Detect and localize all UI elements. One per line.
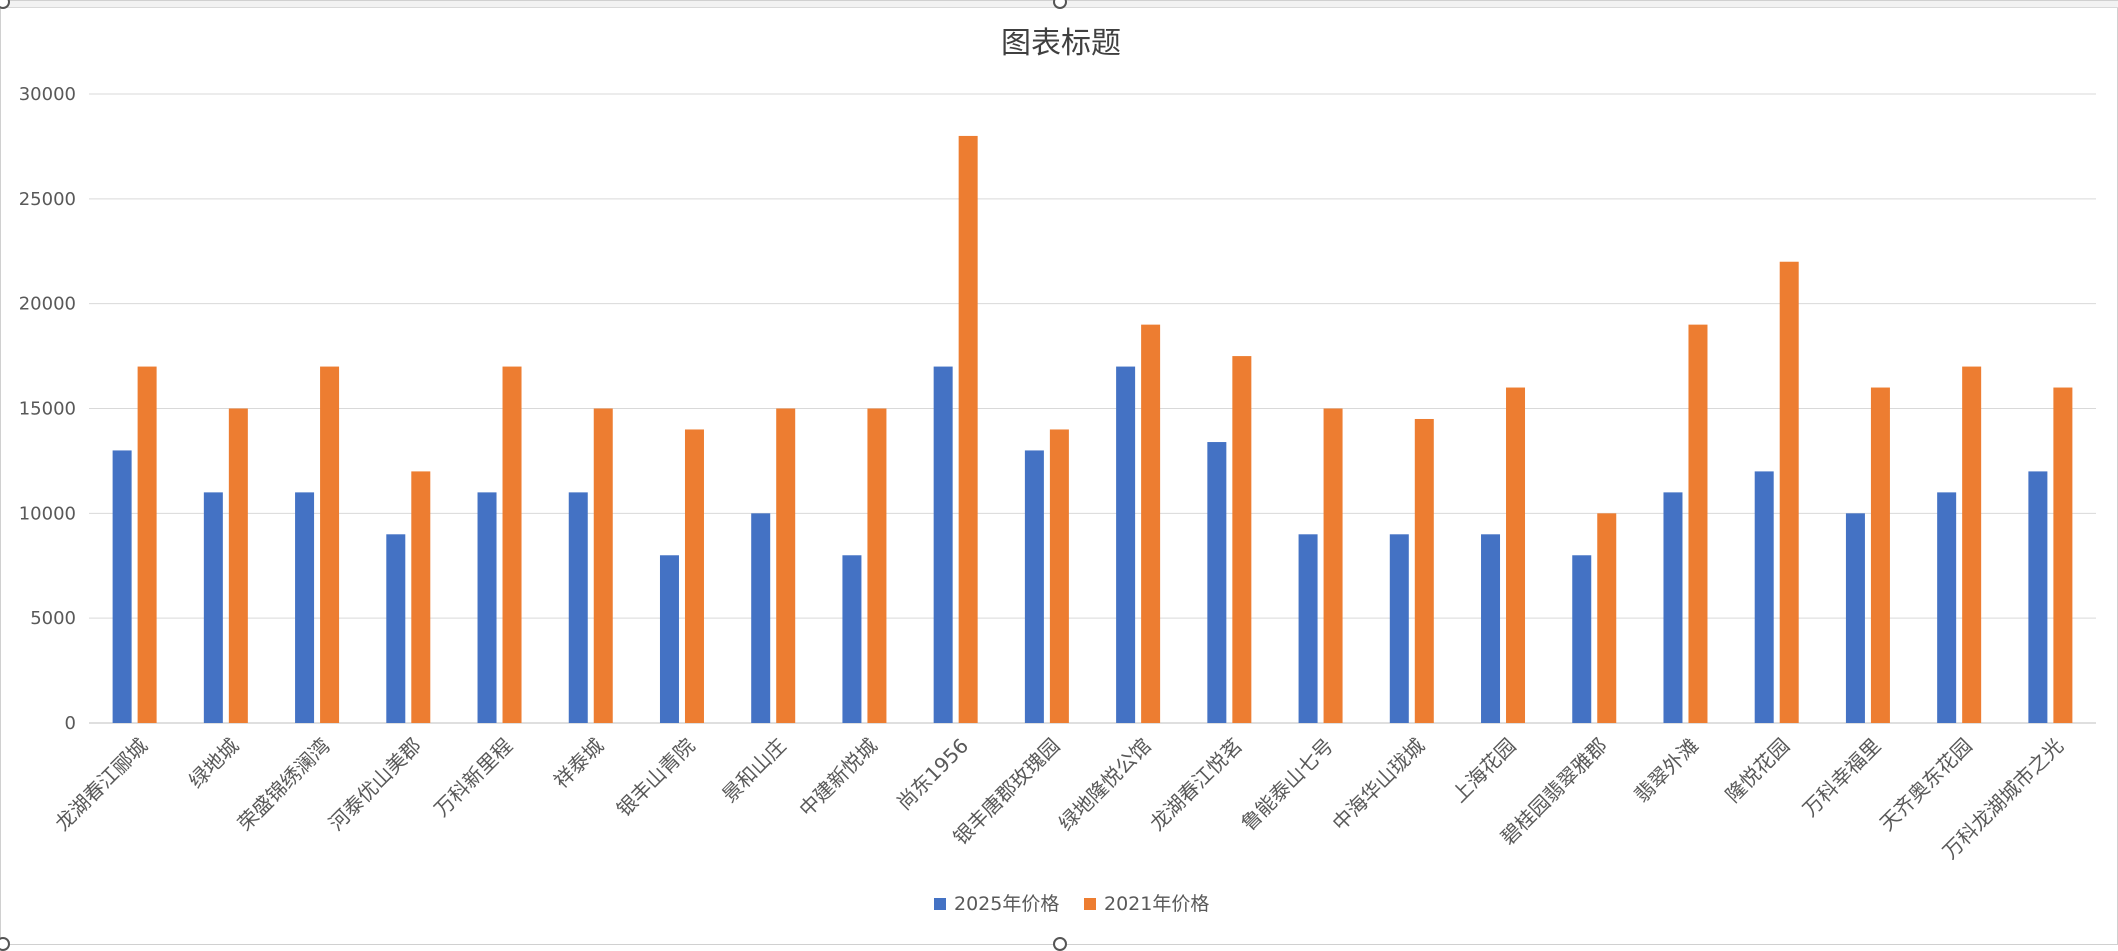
- x-tick-label: 绿地城: [184, 734, 243, 793]
- bar-series-2[interactable]: [320, 366, 340, 723]
- bar-series-2[interactable]: [1688, 324, 1708, 723]
- x-tick-label: 尚东1956: [892, 734, 973, 815]
- x-tick-label: 龙湖春江悦茗: [1145, 734, 1247, 836]
- bar-series-1[interactable]: [842, 555, 862, 723]
- bar-series-1[interactable]: [1572, 555, 1592, 723]
- bar-series-2[interactable]: [684, 429, 704, 723]
- bar-series-1[interactable]: [1663, 492, 1683, 723]
- x-tick-label: 龙湖春江郦城: [50, 734, 152, 836]
- bar-series-1[interactable]: [1389, 534, 1409, 723]
- y-tick-label: 0: [65, 713, 76, 734]
- bar-series-1[interactable]: [112, 450, 132, 723]
- legend-swatch: [934, 898, 946, 910]
- x-tick-label: 天齐奥东花园: [1875, 734, 1977, 836]
- legend-swatch: [1084, 898, 1096, 910]
- bar-series-2[interactable]: [1414, 418, 1434, 723]
- legend[interactable]: 2025年价格 2021年价格: [934, 893, 1209, 915]
- bar-series-1[interactable]: [386, 534, 406, 723]
- bar-series-1[interactable]: [1207, 442, 1227, 723]
- x-tick-label: 荣盛锦绣澜湾: [233, 734, 335, 836]
- bar-series-2[interactable]: [2053, 387, 2073, 723]
- x-tick-label: 隆悦花园: [1721, 734, 1795, 808]
- bar-series-1[interactable]: [1937, 492, 1957, 723]
- bar-series-1[interactable]: [1298, 534, 1318, 723]
- bar-series-2[interactable]: [1232, 356, 1252, 723]
- bar-series-1[interactable]: [1024, 450, 1044, 723]
- y-tick-label: 10000: [19, 503, 76, 524]
- x-tick-label: 上海花园: [1447, 734, 1521, 808]
- bar-series-1[interactable]: [1116, 366, 1136, 723]
- x-tick-label: 万科幸福里: [1798, 734, 1886, 822]
- bar-series-1[interactable]: [477, 492, 497, 723]
- bar-series-1[interactable]: [203, 492, 223, 723]
- y-tick-label: 25000: [19, 189, 76, 210]
- bar-series-2[interactable]: [1049, 429, 1069, 723]
- x-tick-label: 万科新里程: [429, 734, 517, 822]
- resize-handle-top-left[interactable]: [0, 0, 10, 9]
- bar-series-1[interactable]: [933, 366, 953, 723]
- legend-label: 2025年价格: [954, 893, 1059, 915]
- y-tick-label: 5000: [30, 608, 76, 629]
- y-tick-label: 30000: [19, 84, 76, 105]
- bar-series-2[interactable]: [1506, 387, 1526, 723]
- bar-series-2[interactable]: [1323, 408, 1343, 724]
- x-tick-label: 景和山庄: [717, 734, 791, 808]
- bar-series-2[interactable]: [502, 366, 522, 723]
- bar-series-2[interactable]: [1597, 513, 1617, 723]
- x-tick-label: 河泰优山美郡: [324, 734, 426, 836]
- x-tick-label: 中海华山珑城: [1328, 734, 1430, 836]
- x-tick-label: 鲁能泰山七号: [1236, 734, 1338, 836]
- bar-series-1[interactable]: [568, 492, 588, 723]
- bar-series-1[interactable]: [2028, 471, 2048, 723]
- legend-label: 2021年价格: [1104, 893, 1209, 915]
- bar-series-1[interactable]: [659, 555, 679, 723]
- bar-series-2[interactable]: [1962, 366, 1982, 723]
- bar-series-2[interactable]: [1870, 387, 1890, 723]
- bar-series-1[interactable]: [1481, 534, 1501, 723]
- bar-series-1[interactable]: [751, 513, 771, 723]
- x-tick-label: 绿地隆悦公馆: [1054, 734, 1156, 836]
- chart-title[interactable]: 图表标题: [1001, 26, 1121, 61]
- y-axis-ticks: 0 5000 10000 15000 20000 25000 30000: [19, 84, 76, 734]
- bar-series-1[interactable]: [295, 492, 315, 723]
- x-tick-label: 翡翠外滩: [1629, 734, 1703, 808]
- bar-series-2[interactable]: [137, 366, 157, 723]
- bar-series-2[interactable]: [411, 471, 431, 723]
- resize-handle-top-center[interactable]: [1053, 0, 1067, 9]
- bar-series-2[interactable]: [228, 408, 248, 724]
- x-tick-label: 祥泰城: [549, 734, 608, 793]
- bar-series-2[interactable]: [776, 408, 796, 724]
- bar-series-2[interactable]: [1141, 324, 1161, 723]
- x-tick-label: 中建新悦城: [794, 734, 882, 822]
- bars: [112, 135, 2073, 724]
- bar-series-2[interactable]: [1779, 261, 1799, 723]
- y-tick-label: 15000: [19, 399, 76, 420]
- bar-series-1[interactable]: [1754, 471, 1774, 723]
- bar-series-2[interactable]: [593, 408, 613, 724]
- bar-series-1[interactable]: [1845, 513, 1865, 723]
- bar-series-2[interactable]: [958, 135, 978, 723]
- y-tick-label: 20000: [19, 294, 76, 315]
- x-tick-label: 银丰山青院: [612, 734, 700, 822]
- bar-series-2[interactable]: [867, 408, 887, 724]
